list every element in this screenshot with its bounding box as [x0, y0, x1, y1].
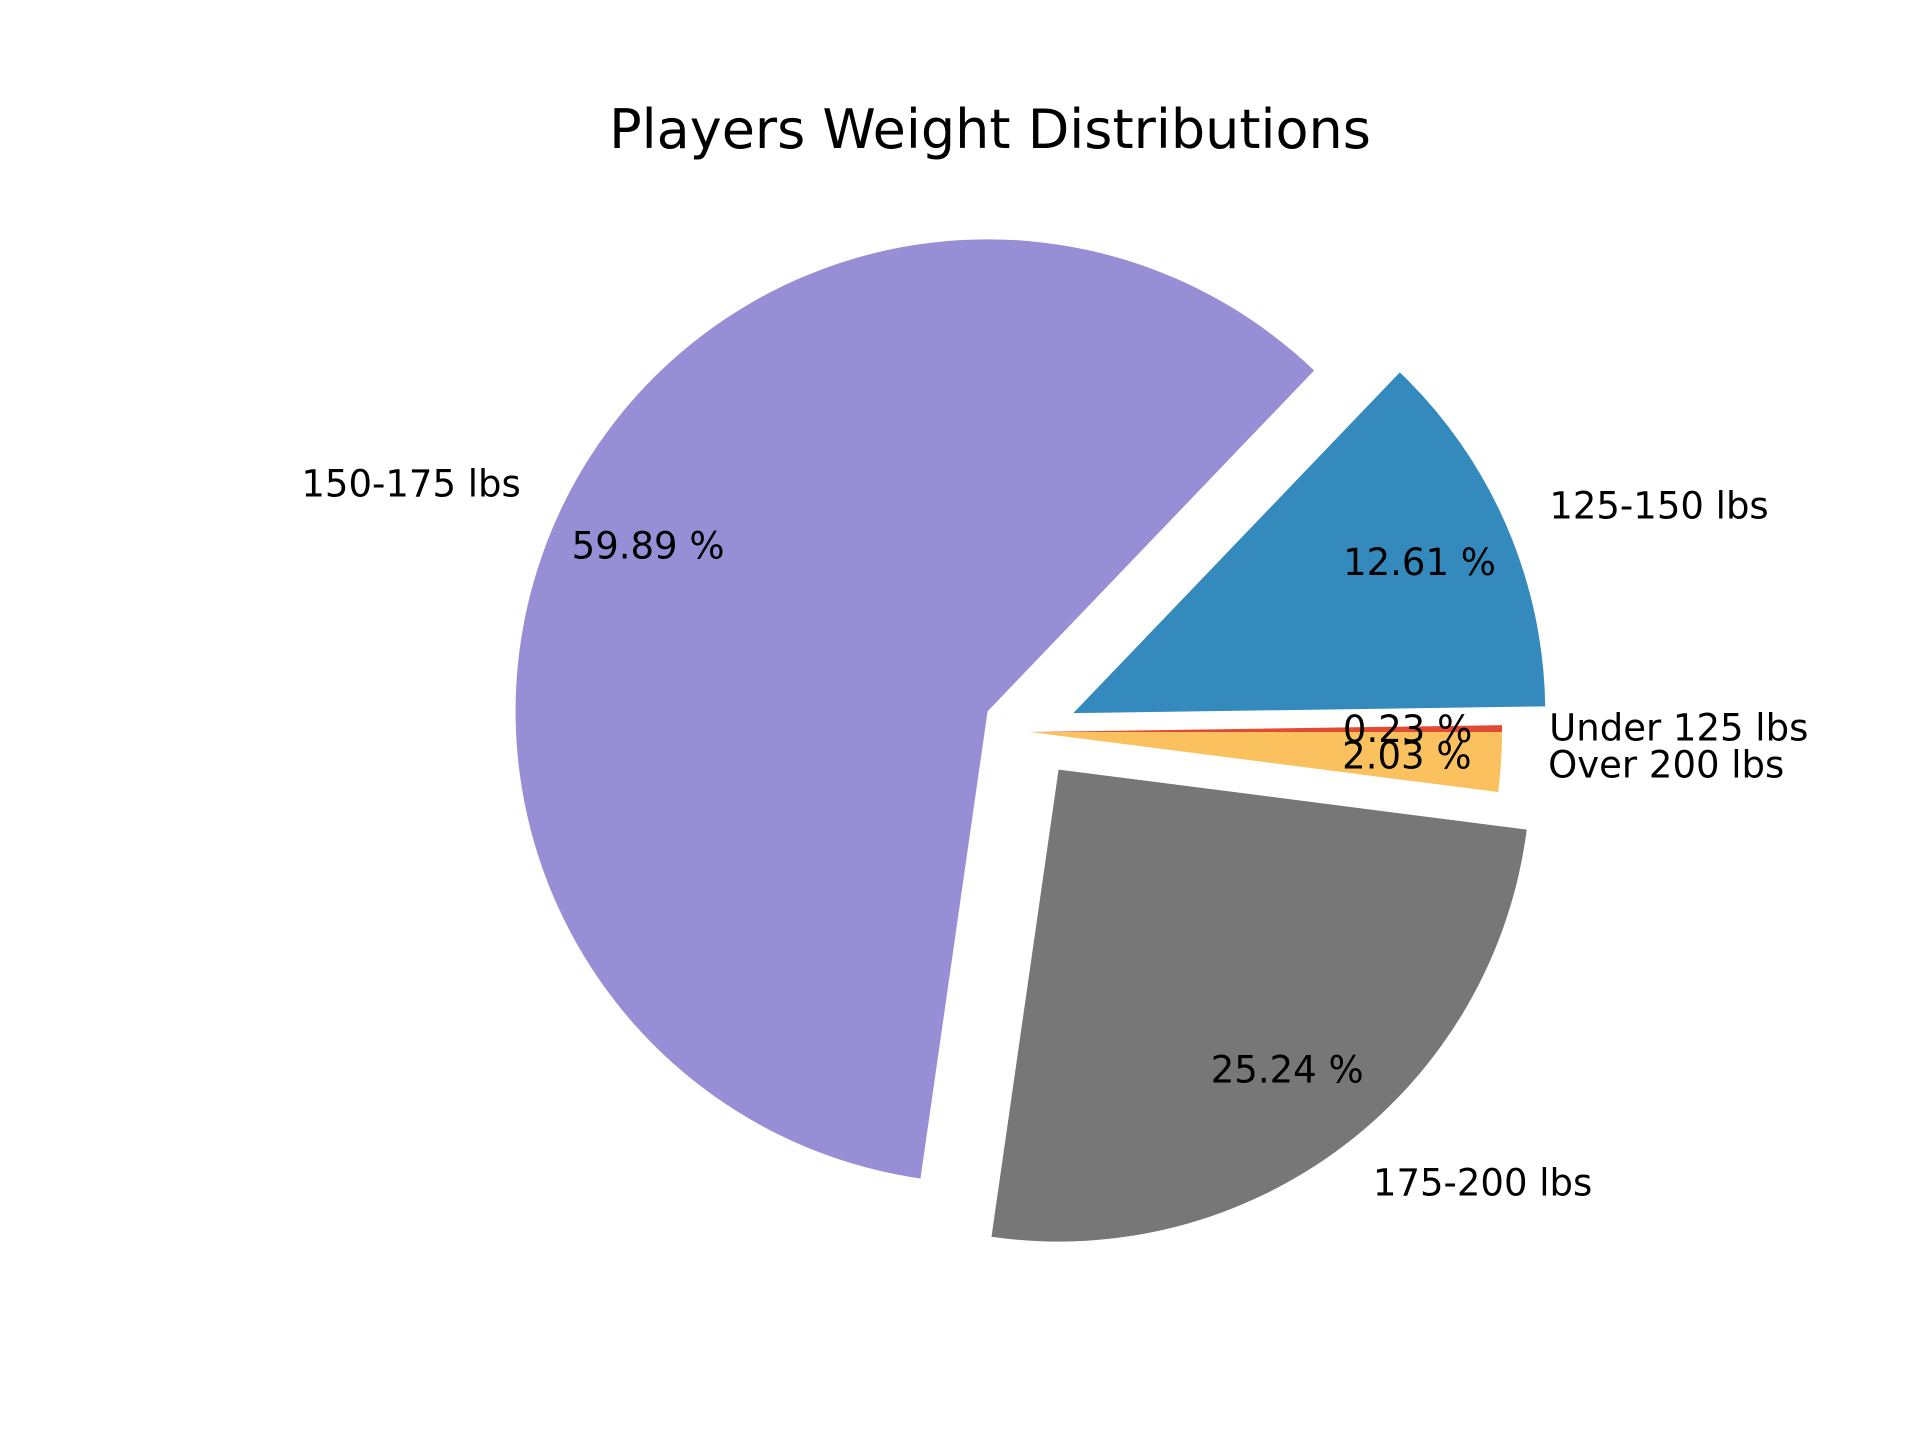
pie-slice-150-175-lbs — [515, 239, 1315, 1179]
percentage-labels: 0.23 % 12.61 % 59.89 % 25.24 % 2.03 % — [572, 524, 1496, 1091]
category-labels: Under 125 lbs 125-150 lbs 150-175 lbs 175-2… — [301, 462, 1808, 1204]
pie-slices — [515, 239, 1546, 1242]
pct-label-150-175-lbs: 59.89 % — [572, 524, 725, 567]
category-label-125-150-lbs: 125-150 lbs — [1549, 484, 1768, 527]
pie-slice-125-150-lbs — [1073, 372, 1546, 714]
chart-title: Players Weight Distributions — [609, 98, 1371, 161]
pct-label-125-150-lbs: 12.61 % — [1343, 541, 1496, 584]
category-label-150-175-lbs: 150-175 lbs — [301, 462, 520, 505]
category-label-over-200-lbs: Over 200 lbs — [1548, 744, 1784, 787]
category-label-175-200-lbs: 175-200 lbs — [1373, 1161, 1592, 1204]
pie-slice-over-200-lbs — [1030, 732, 1502, 793]
category-label-under-125-lbs: Under 125 lbs — [1549, 707, 1808, 750]
pct-label-under-125-lbs: 0.23 % — [1343, 708, 1472, 751]
pie-slice-under-125-lbs — [1030, 725, 1502, 732]
pct-label-175-200-lbs: 25.24 % — [1211, 1049, 1364, 1092]
pie-slice-175-200-lbs — [991, 769, 1527, 1242]
pct-label-over-200-lbs: 2.03 % — [1342, 735, 1471, 778]
